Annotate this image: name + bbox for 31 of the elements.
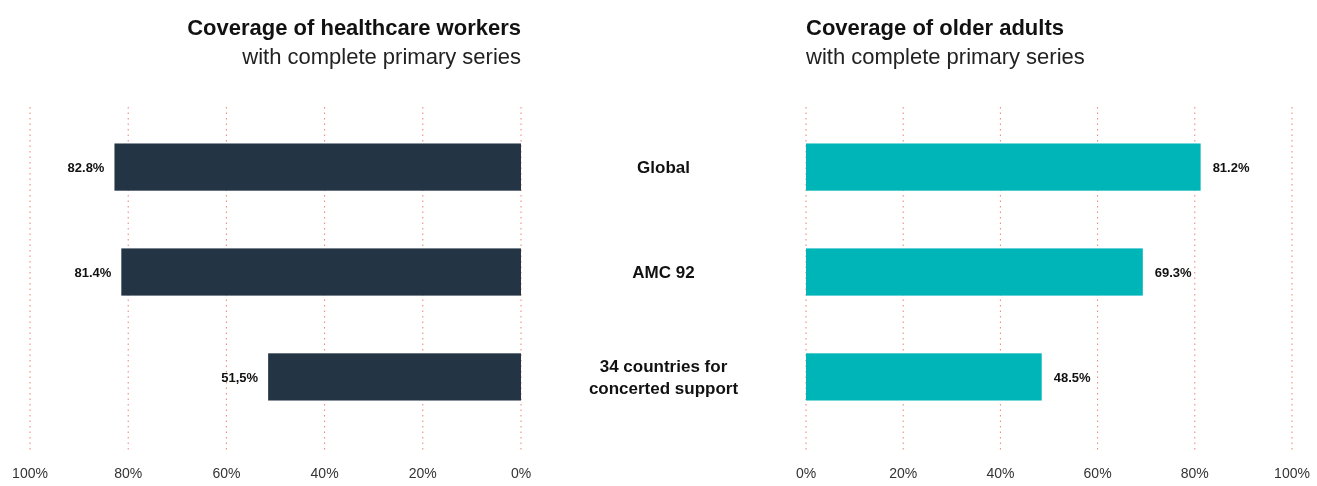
y-tick-label: AMC 92 — [632, 263, 695, 282]
data-label: 81.4% — [74, 265, 112, 280]
chart-title: Coverage of healthcare workers — [187, 15, 521, 40]
bar — [121, 248, 521, 296]
x-tick-label: 100% — [1274, 465, 1310, 481]
chart-title: Coverage of older adults — [806, 15, 1064, 40]
data-label: 81.2% — [1212, 160, 1250, 176]
x-tick-label: 40% — [986, 465, 1015, 481]
x-tick-label: 0% — [510, 465, 532, 481]
data-label: 51,5% — [221, 369, 259, 385]
chart-subtitle: with complete primary series — [241, 44, 521, 69]
bar — [806, 353, 1042, 401]
data-label: 82.8% — [67, 160, 105, 176]
bar — [268, 353, 521, 401]
data-label: 48.5% — [1053, 369, 1092, 385]
x-tick-label: 40% — [310, 465, 339, 481]
bar — [806, 248, 1143, 296]
data-label: 69.3% — [1154, 265, 1193, 280]
chart-subtitle: with complete primary series — [805, 44, 1085, 69]
bar — [806, 143, 1201, 191]
x-tick-label: 80% — [114, 465, 143, 481]
x-tick-label: 20% — [889, 465, 918, 481]
y-tick-label: 34 countries for concerted support — [588, 356, 739, 398]
bar — [114, 143, 521, 191]
x-tick-label: 100% — [12, 465, 48, 481]
x-tick-label: 60% — [212, 465, 241, 481]
x-tick-label: 80% — [1180, 465, 1209, 481]
x-tick-label: 60% — [1083, 465, 1112, 481]
x-tick-label: 20% — [408, 465, 437, 481]
y-tick-label: Global — [637, 158, 690, 178]
x-tick-label: 0% — [795, 465, 817, 481]
